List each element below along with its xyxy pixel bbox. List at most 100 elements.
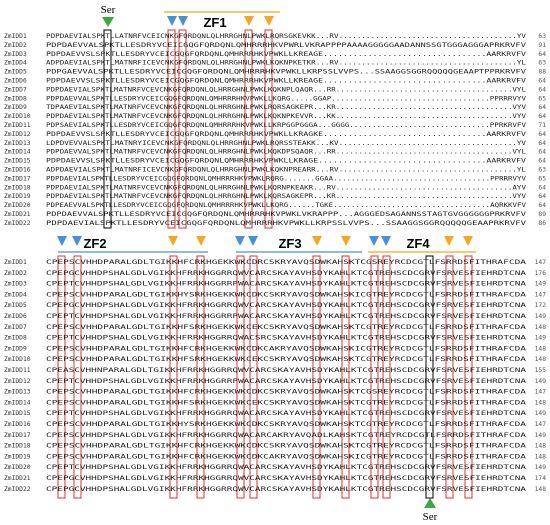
sequence-residues: CPEPTCVHHDPSHALGDLVGIKKHFRRKHGGRRQWACARC… xyxy=(46,464,526,471)
sequence-residues: CPEPTCVHHDPSHALGDLVGIKKHFRRKHGGRRQWACARC… xyxy=(46,410,526,417)
sequence-position: 64 xyxy=(538,149,546,156)
zf1-blue-marker-1 xyxy=(167,16,177,26)
sequence-name: ZmIDD12 xyxy=(4,131,31,138)
sequence-residues: ADPDAEVIALSPKTLMATNRFICEVCNKGFQRDQNLQLHR… xyxy=(46,167,526,174)
sequence-position: 149 xyxy=(535,464,547,471)
sequence-name: ZmIDD15 xyxy=(4,410,31,417)
sequence-residues: CPEPTCVHHDPSHALGDLVGIKKHFRRKHGGRRPWACARC… xyxy=(46,281,526,288)
sequence-position: 148 xyxy=(535,324,547,331)
block2-ser-box xyxy=(425,255,434,499)
sequence-name: ZmIDD3 xyxy=(4,51,27,58)
block1-annotations: Ser ZF1 xyxy=(101,4,280,30)
sequence-position: 149 xyxy=(535,281,547,288)
block2-cys-box-1 xyxy=(57,255,66,499)
block2-cys-box-2 xyxy=(73,255,82,499)
sequence-name: ZmIDD6 xyxy=(4,313,27,320)
sequence-name: ZmIDD19 xyxy=(4,193,31,200)
sequence-residues: CPEPGCVHHDPSHALGDLVGIKKHFRRKHGGRRQWVCARC… xyxy=(46,486,526,493)
sequence-name: ZmIDD20 xyxy=(4,202,31,209)
zf2-blue-marker-2 xyxy=(72,236,82,246)
sequence-position: 63 xyxy=(538,167,546,174)
zf3-orange-marker-1 xyxy=(312,236,322,246)
sequence-position: 149 xyxy=(535,432,547,439)
zf2-blue-marker-1 xyxy=(57,236,67,246)
zf3-blue-marker-2 xyxy=(248,236,258,246)
sequence-position: 148 xyxy=(535,345,547,352)
sequence-position: 148 xyxy=(535,356,547,363)
sequence-residues: CPEPSCVHHDPARALGDLTGIKKHFCRKHGEKKWKCDKCA… xyxy=(46,453,526,460)
sequence-name: ZmIDD16 xyxy=(4,167,31,174)
sequence-name: ZmIDD1 xyxy=(4,259,27,266)
sequence-name: ZmIDD8 xyxy=(4,335,27,342)
zf1-orange-marker-2 xyxy=(264,16,274,26)
sequence-residues: PDPDAEVIALSPKTLLATNRFVCEICNKGFQRDQNLQLHR… xyxy=(46,33,526,40)
sequence-residues: PDPDAEVVALSPKTLLESDRYVCEICGQGFQRDQNLQMHR… xyxy=(46,95,526,102)
ser-marker-top xyxy=(102,17,114,27)
sequence-residues: CPEPSCVHHDPARALGDLTGIKKHFCRKHGEKKWKCDKCS… xyxy=(46,443,526,450)
alignment-block-1: ZmIDD1 PDPDAEVIALSPKTLLATNRFVCEICNKGFQRDQ… xyxy=(4,33,546,227)
alignment-block-2: ZmIDD1 CPEPSCVHHDPARALGDLTGIKKHFCRKHGEKKW… xyxy=(4,259,546,493)
zf3-blue-marker-1 xyxy=(235,236,245,246)
sequence-name: ZmIDD7 xyxy=(4,86,27,93)
sequence-residues: PDPDAEVVSLSPKTLLESDRYVCEICGQGFQRDQNLQMHR… xyxy=(46,51,526,58)
sequence-residues: PDPDAEVVSLSPKTLLESDRYVCEICGQGFQRDQNLQMHR… xyxy=(46,158,526,165)
sequence-residues: CPEPSCVHHDPARALGDLTGIKKHYSRKHGEKKWKCDKCS… xyxy=(46,421,526,428)
sequence-name: ZmIDD16 xyxy=(4,421,31,428)
block2-annotations: ZF2 ZF3 ZF4 Ser xyxy=(57,236,476,523)
block2-cys-box-4 xyxy=(249,255,258,499)
sequence-residues: PDPDAEVVALSPKTLMATNRFVCEVCNKGFQRDQNLQLHR… xyxy=(46,149,526,156)
sequence-position: 149 xyxy=(535,410,547,417)
sequence-position: 64 xyxy=(538,113,546,120)
ser-marker-bottom xyxy=(424,498,436,508)
sequence-position: 89 xyxy=(538,211,546,218)
sequence-residues: CPEPSCVHHDPARALGDLTGIKKHFSRKHGEKKWKCEKCS… xyxy=(46,356,526,363)
sequence-position: 64 xyxy=(538,51,546,58)
sequence-position: 71 xyxy=(538,122,546,129)
sequence-position: 148 xyxy=(535,443,547,450)
sequence-residues: CPEPTCVHHDPSHALGDLVGIKKHFRRKHGGRRQWACSRC… xyxy=(46,335,526,342)
sequence-position: 172 xyxy=(535,302,547,309)
sequence-residues: ADPDAEVIALSPKTLMATNRFICEVCNKGFQRDQNLQLHR… xyxy=(46,60,526,67)
sequence-name: ZmIDD11 xyxy=(4,367,31,374)
block2-his-box-4 xyxy=(341,255,350,499)
sequence-position: 86 xyxy=(538,220,546,227)
sequence-position: 64 xyxy=(538,193,546,200)
sequence-residues: PDPEAEVVALSPKTLLESDRYVCEICGQGFQRDQNLQMHR… xyxy=(46,202,526,209)
block1-cys-box-2 xyxy=(178,29,187,229)
sequence-name: ZmIDD7 xyxy=(4,324,27,331)
sequence-residues: PDPDAEVIALSPKTLMATNRFVCEVCNKGFQRDQNLQLHR… xyxy=(46,193,526,200)
sequence-position: 64 xyxy=(538,184,546,191)
sequence-residues: CPEPSCVHHDPSHALGDLVGIKKHFRRKHGGRRQWACARC… xyxy=(46,432,526,439)
sequence-name: ZmIDD12 xyxy=(4,378,31,385)
sequence-residues: CPEPSCVHHDPARALGDLTGIKKHFCRKHGEKKWKCDKCS… xyxy=(46,389,526,396)
sequence-name: ZmIDD5 xyxy=(4,69,27,76)
block2-cys-box-6 xyxy=(382,255,391,499)
sequence-residues: PDPDAEVIALSPKTLLESDRYVCEICGQGFQRDQNLQMHR… xyxy=(46,220,526,227)
sequence-residues: CPEASCVHHNPARALGDLTGIKKHFRRKHGGRRQWVCARC… xyxy=(46,367,526,374)
sequence-name: ZmIDD10 xyxy=(4,113,31,120)
block1-his-box-1 xyxy=(244,29,253,229)
sequence-position: 147 xyxy=(535,291,547,298)
sequence-residues: CPEPGCVHHDPSHALGDLVGIKKHFRRKHGGRRQWVCARC… xyxy=(46,270,526,277)
sequence-name: ZmIDD11 xyxy=(4,122,31,129)
sequence-name: ZmIDD4 xyxy=(4,291,27,298)
sequence-position: 88 xyxy=(538,69,546,76)
sequence-name: ZmIDD21 xyxy=(4,475,31,482)
zf4-blue-marker-1 xyxy=(369,236,379,246)
sequence-position: 147 xyxy=(535,389,547,396)
sequence-position: 174 xyxy=(535,475,547,482)
sequence-position: 63 xyxy=(538,33,546,40)
sequence-name: ZmIDD3 xyxy=(4,281,27,288)
sequence-residues: CPEPTCVHHDPSHALGDLVGIKKHFRRKHGGRRPWACARC… xyxy=(46,313,526,320)
sequence-residues: PDPDAEVIALSPKTLMATNRFVCEVCNKGFQRDQNLQLHR… xyxy=(46,184,526,191)
sequence-name: ZmIDD18 xyxy=(4,443,31,450)
sequence-name: ZmIDD9 xyxy=(4,104,27,111)
sequence-position: 64 xyxy=(538,158,546,165)
sequence-name: ZmIDD5 xyxy=(4,302,27,309)
sequence-residues: CPEPSCVHHDPARALGDLTGIKKHFCRKHGEKKWKCDRCS… xyxy=(46,259,526,266)
sequence-name: ZmIDD15 xyxy=(4,158,31,165)
sequence-residues: CPEPTCVHHDPSHALGDLVGIKKHFRRKHGGRRPWACARC… xyxy=(46,378,526,385)
sequence-position: 149 xyxy=(535,313,547,320)
sequence-position: 64 xyxy=(538,86,546,93)
zf4-blue-marker-2 xyxy=(381,236,391,246)
